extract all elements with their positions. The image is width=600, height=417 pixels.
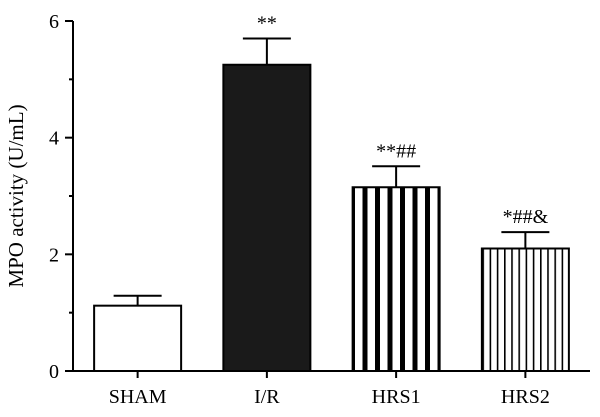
y-axis: 0 2 4 6 xyxy=(49,11,74,383)
y-tick-label: 6 xyxy=(49,11,59,33)
significance-label: ** xyxy=(257,13,277,35)
x-tick-label: HRS1 xyxy=(372,386,421,408)
x-axis: SHAM I/R HRS1 HRS2 xyxy=(73,370,590,408)
x-tick-label: I/R xyxy=(254,386,280,408)
significance-label: **## xyxy=(376,140,416,162)
bar-sham xyxy=(93,304,183,372)
x-tick-label: HRS2 xyxy=(501,386,550,408)
y-axis-title: MPO activity (U/mL) xyxy=(4,104,28,287)
significance-label: *##& xyxy=(503,206,549,228)
bars: ** **## *##& xyxy=(93,13,570,372)
y-tick-label: 2 xyxy=(49,244,59,266)
x-tick-label: SHAM xyxy=(109,386,167,408)
bar-i-r xyxy=(222,63,312,372)
y-tick-label: 0 xyxy=(49,361,59,383)
bar-hrs2 xyxy=(480,247,570,372)
bar-hrs1 xyxy=(351,186,441,372)
y-tick-label: 4 xyxy=(49,128,59,150)
